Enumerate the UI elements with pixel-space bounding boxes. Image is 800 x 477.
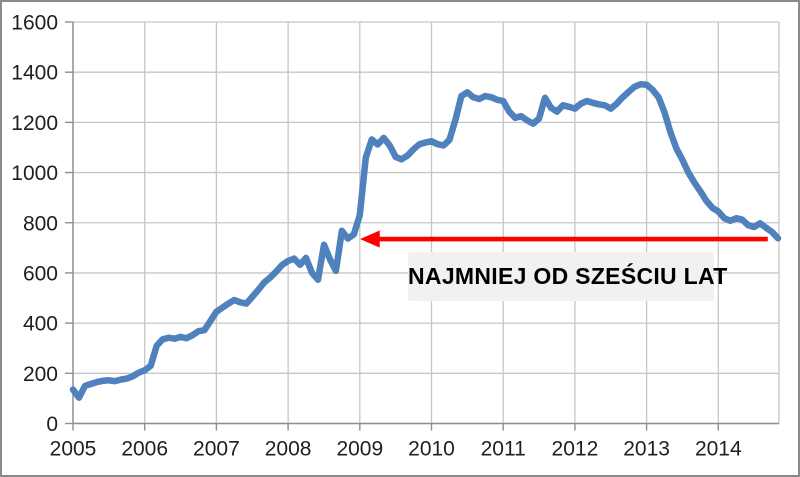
y-axis-tick-label: 400 — [23, 313, 58, 336]
annotation-callout: NAJMNIEJ OD SZEŚCIU LAT — [408, 252, 727, 301]
data-series-line — [69, 80, 782, 401]
axes — [65, 21, 779, 431]
annotation-arrow — [359, 230, 768, 248]
y-axis-tick-label: 600 — [23, 262, 58, 285]
x-axis-tick-label: 2005 — [50, 438, 97, 461]
x-axis-tick-label: 2007 — [193, 438, 240, 461]
x-axis-tick-label: 2014 — [695, 438, 742, 461]
x-axis-tick-label: 2012 — [552, 438, 599, 461]
y-axis-tick-label: 1000 — [11, 162, 58, 185]
x-axis-tick-label: 2006 — [121, 438, 168, 461]
y-axis-tick-label: 800 — [23, 212, 58, 235]
gridlines — [72, 21, 780, 425]
x-axis-tick-label: 2011 — [481, 438, 526, 461]
y-axis-tick-label: 1400 — [11, 62, 58, 85]
y-axis-tick-label: 0 — [46, 413, 58, 436]
y-axis-tick-label: 200 — [23, 363, 58, 386]
x-axis-tick-label: 2009 — [336, 438, 383, 461]
x-axis-tick-label: 2008 — [265, 438, 312, 461]
x-axis-tick-label: 2013 — [623, 438, 670, 461]
y-axis-tick-label: 1600 — [11, 12, 58, 35]
x-axis-tick-label: 2010 — [408, 438, 455, 461]
y-axis-tick-label: 1200 — [11, 112, 58, 135]
annotation-arrowhead — [359, 230, 380, 248]
